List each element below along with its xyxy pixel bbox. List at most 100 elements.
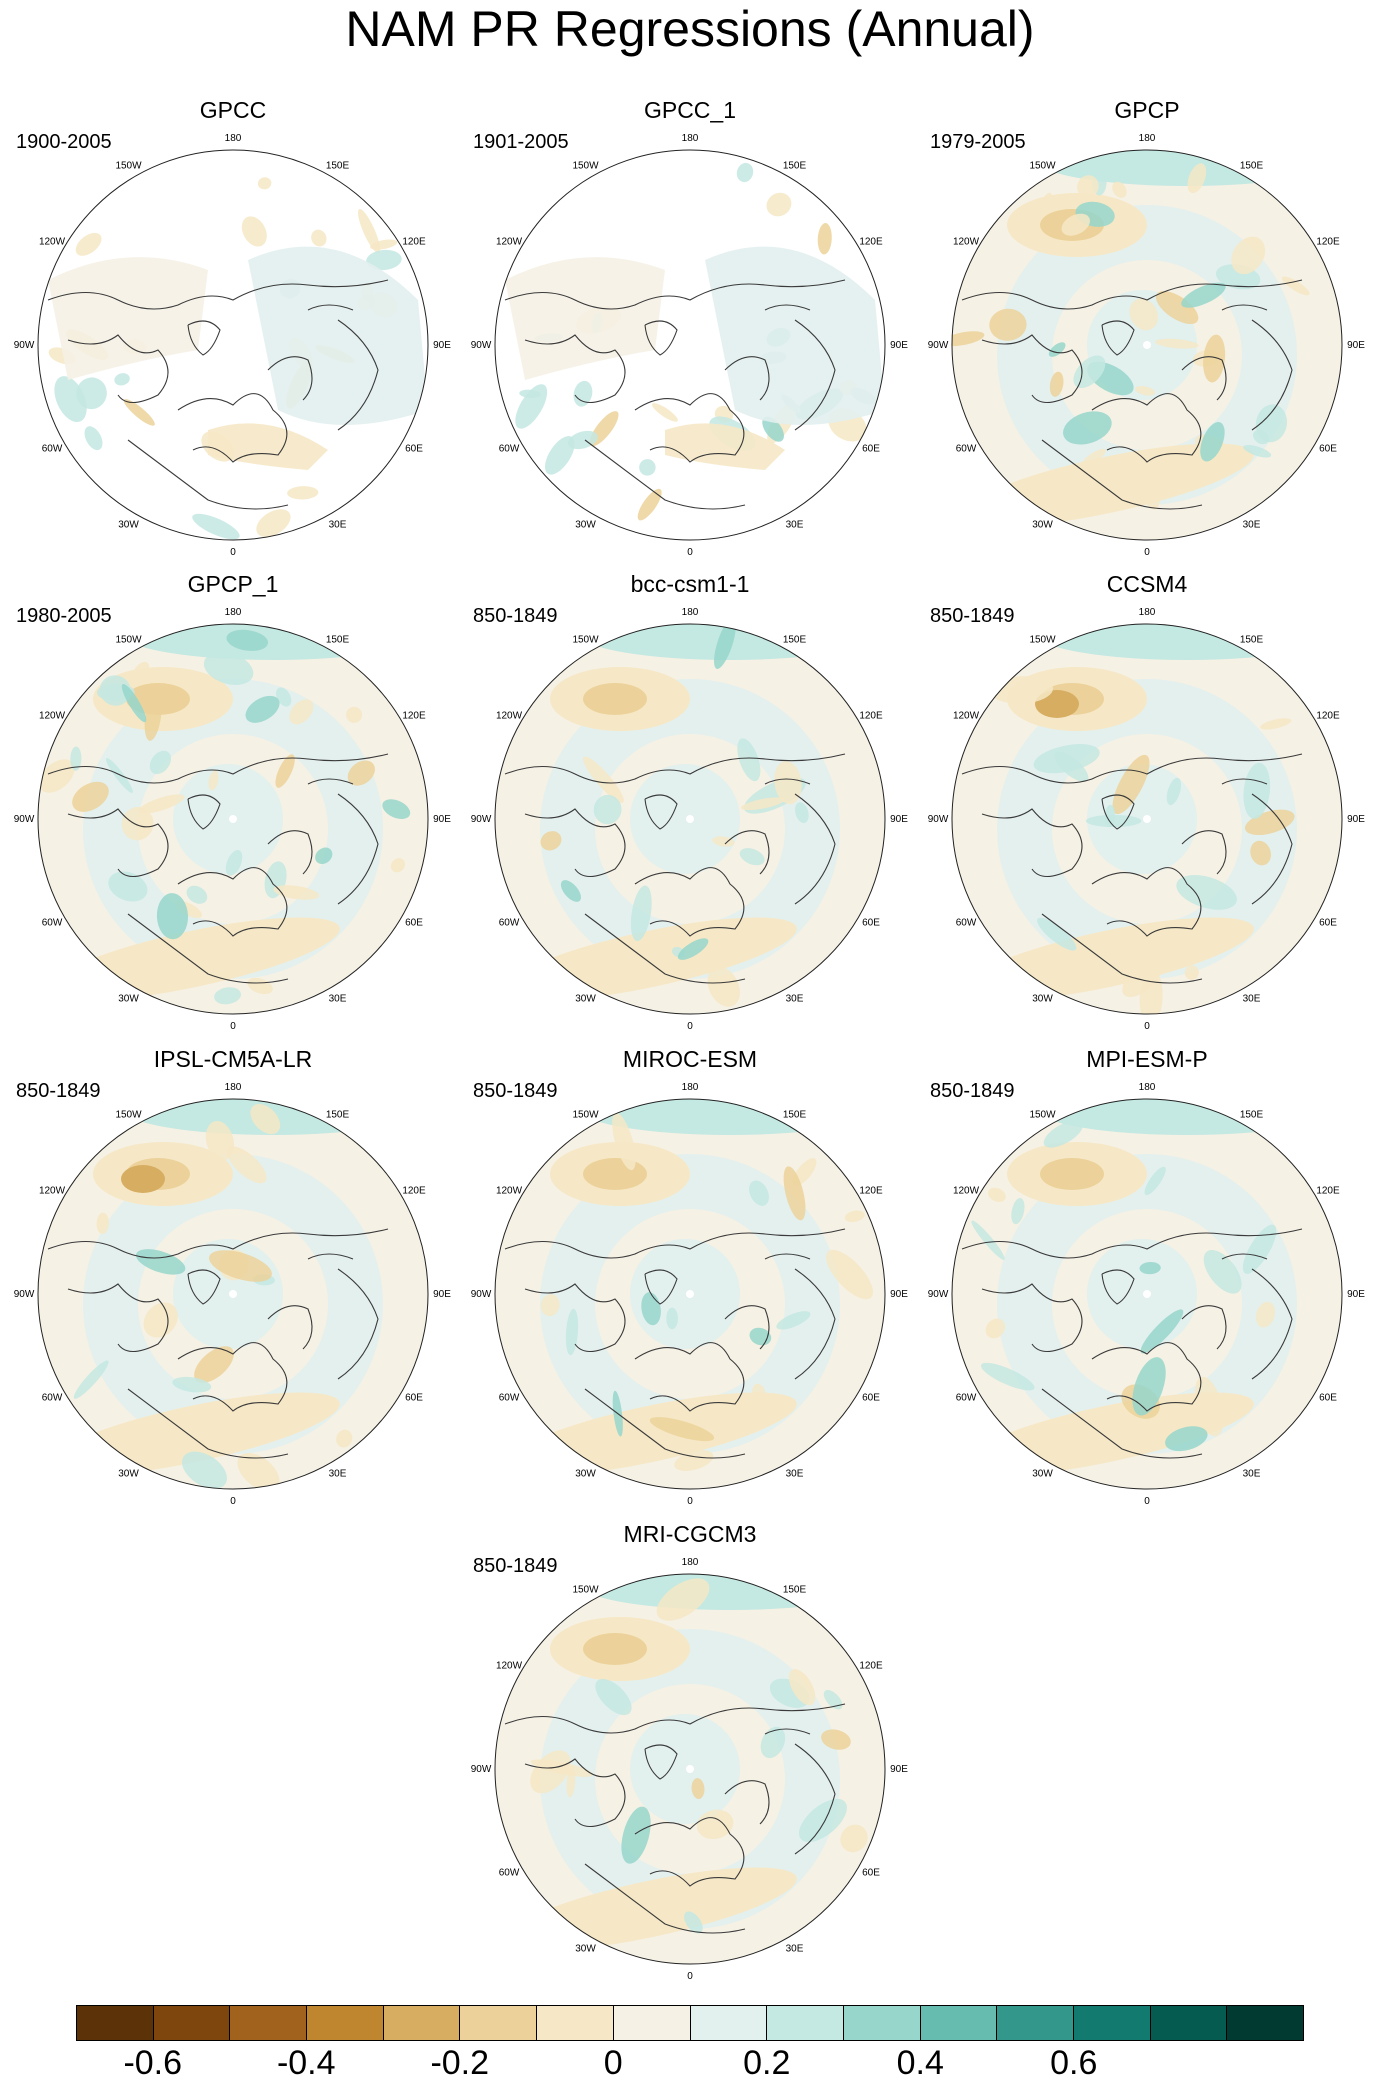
longitude-label: 90W xyxy=(14,814,35,825)
longitude-label: 120W xyxy=(953,237,980,248)
longitude-label: 0 xyxy=(230,547,236,558)
longitude-label: 0 xyxy=(1144,547,1150,558)
colorbar-tick-label: -0.6 xyxy=(123,2044,183,2082)
longitude-label: 30E xyxy=(786,993,804,1004)
polar-map: 180 150E 120E 90E 60E 30E 0 30W 60W 90W 120W 150W xyxy=(471,133,909,558)
longitude-label: 0 xyxy=(687,1496,693,1507)
longitude-label: 30E xyxy=(329,993,347,1004)
polar-map: 180 150E 120E 90E 60E 30E 0 30W 60W 90W 120W 150W xyxy=(928,1082,1366,1507)
longitude-label: 150E xyxy=(326,635,350,646)
longitude-label: 60W xyxy=(42,918,63,929)
longitude-label: 60E xyxy=(1319,444,1337,455)
longitude-label: 150W xyxy=(572,1110,599,1121)
longitude-label: 150W xyxy=(1029,1110,1056,1121)
longitude-label: 90E xyxy=(890,340,908,351)
longitude-label: 120W xyxy=(953,711,980,722)
colorbar-swatch xyxy=(77,2006,154,2040)
colorbar-swatch xyxy=(690,2006,768,2040)
panel-title: MRI-CGCM3 xyxy=(623,1521,757,1547)
longitude-label: 30W xyxy=(1032,993,1053,1004)
longitude-label: 60W xyxy=(499,1868,520,1879)
longitude-label: 120E xyxy=(402,711,426,722)
longitude-label: 90E xyxy=(1347,340,1365,351)
longitude-label: 150E xyxy=(1240,1110,1264,1121)
longitude-label: 120W xyxy=(496,1661,523,1672)
longitude-label: 90W xyxy=(14,1289,35,1300)
longitude-label: 60E xyxy=(1319,918,1337,929)
panel-period: 850-1849 xyxy=(930,605,1015,627)
colorbar-tick-label: -0.2 xyxy=(430,2044,490,2082)
colorbar-tick-label: 0.6 xyxy=(1050,2044,1098,2082)
longitude-label: 150E xyxy=(783,1585,807,1596)
longitude-label: 30W xyxy=(575,1468,596,1479)
longitude-label: 90E xyxy=(1347,814,1365,825)
colorbar-labels: -0.6 -0.4 -0.2 0 0.2 0.4 0.6 xyxy=(76,2043,1304,2083)
longitude-label: 30E xyxy=(1243,1468,1261,1479)
longitude-label: 30E xyxy=(786,1468,804,1479)
panel-title: GPCP xyxy=(1114,97,1180,123)
longitude-label: 0 xyxy=(230,1021,236,1032)
polar-map: 180 150E 120E 90E 60E 30E 0 30W 60W 90W 120W 150W xyxy=(928,133,1366,558)
panel-period: 850-1849 xyxy=(930,1080,1015,1102)
longitude-label: 30E xyxy=(329,519,347,530)
panel-period: 850-1849 xyxy=(473,1080,558,1102)
longitude-label: 30W xyxy=(1032,1468,1053,1479)
longitude-label: 30W xyxy=(118,1468,139,1479)
longitude-label: 60W xyxy=(42,444,63,455)
polar-map: 180 150E 120E 90E 60E 30E 0 30W 60W 90W 120W 150W xyxy=(14,133,452,558)
colorbar-swatch xyxy=(997,2006,1074,2040)
longitude-label: 30E xyxy=(786,519,804,530)
panel-period: 1980-2005 xyxy=(16,605,112,627)
longitude-label: 90W xyxy=(471,1764,492,1775)
polar-map: 180 150E 120E 90E 60E 30E 0 30W 60W 90W 120W 150W xyxy=(471,607,909,1032)
map-panel: GPCC_1 180 150E 120E 90E 60E 30E 0 30W 60W 90W 120W… xyxy=(465,96,915,558)
map-panel: GPCP 180 150E 120E 90E 60E 30E 0 30W 60W 90W 120W 15… xyxy=(922,96,1372,558)
longitude-label: 60W xyxy=(499,1393,520,1404)
polar-map: 180 150E 120E 90E 60E 30E 0 30W 60W 90W 120W 150W xyxy=(471,1557,909,1982)
longitude-label: 150W xyxy=(572,161,599,172)
colorbar-tick-label: 0.2 xyxy=(743,2044,791,2082)
longitude-label: 30E xyxy=(1243,993,1261,1004)
longitude-label: 150W xyxy=(572,1585,599,1596)
longitude-label: 60W xyxy=(956,444,977,455)
longitude-label: 120E xyxy=(859,237,883,248)
longitude-label: 60W xyxy=(499,918,520,929)
longitude-label: 90W xyxy=(471,814,492,825)
longitude-label: 60E xyxy=(862,918,880,929)
longitude-label: 30W xyxy=(118,519,139,530)
longitude-label: 180 xyxy=(1139,607,1156,618)
colorbar-swatch xyxy=(307,2006,384,2040)
panel-period: 850-1849 xyxy=(473,605,558,627)
longitude-label: 150W xyxy=(115,161,142,172)
longitude-label: 180 xyxy=(682,133,699,144)
longitude-label: 60W xyxy=(42,1393,63,1404)
longitude-label: 30E xyxy=(329,1468,347,1479)
longitude-label: 120W xyxy=(496,1186,523,1197)
longitude-label: 120E xyxy=(1316,1186,1340,1197)
longitude-label: 30E xyxy=(1243,519,1261,530)
colorbar-swatch xyxy=(460,2006,538,2040)
longitude-label: 150W xyxy=(115,1110,142,1121)
longitude-label: 150W xyxy=(572,635,599,646)
longitude-label: 30W xyxy=(575,519,596,530)
panel-title: GPCC xyxy=(199,97,267,123)
colorbar-swatch xyxy=(383,2006,461,2040)
longitude-label: 150E xyxy=(783,635,807,646)
longitude-label: 120W xyxy=(496,237,523,248)
longitude-label: 150E xyxy=(783,1110,807,1121)
longitude-label: 120E xyxy=(1316,711,1340,722)
panel-title: CCSM4 xyxy=(1106,571,1188,597)
panel-title: GPCP_1 xyxy=(187,571,279,597)
longitude-label: 150W xyxy=(1029,635,1056,646)
colorbar-swatch xyxy=(1227,2006,1303,2040)
longitude-label: 180 xyxy=(682,1082,699,1093)
longitude-label: 120E xyxy=(1316,237,1340,248)
figure-title: NAM PR Regressions (Annual) xyxy=(345,1,1035,57)
longitude-label: 150W xyxy=(1029,161,1056,172)
longitude-label: 0 xyxy=(687,1971,693,1982)
longitude-label: 60W xyxy=(956,918,977,929)
longitude-label: 30W xyxy=(575,993,596,1004)
map-panel: MIROC-ESM 180 150E 120E 90E 60E 30E 0 30W 60W 90W 1… xyxy=(465,1045,915,1507)
longitude-label: 90W xyxy=(928,1289,949,1300)
longitude-label: 60E xyxy=(862,1393,880,1404)
